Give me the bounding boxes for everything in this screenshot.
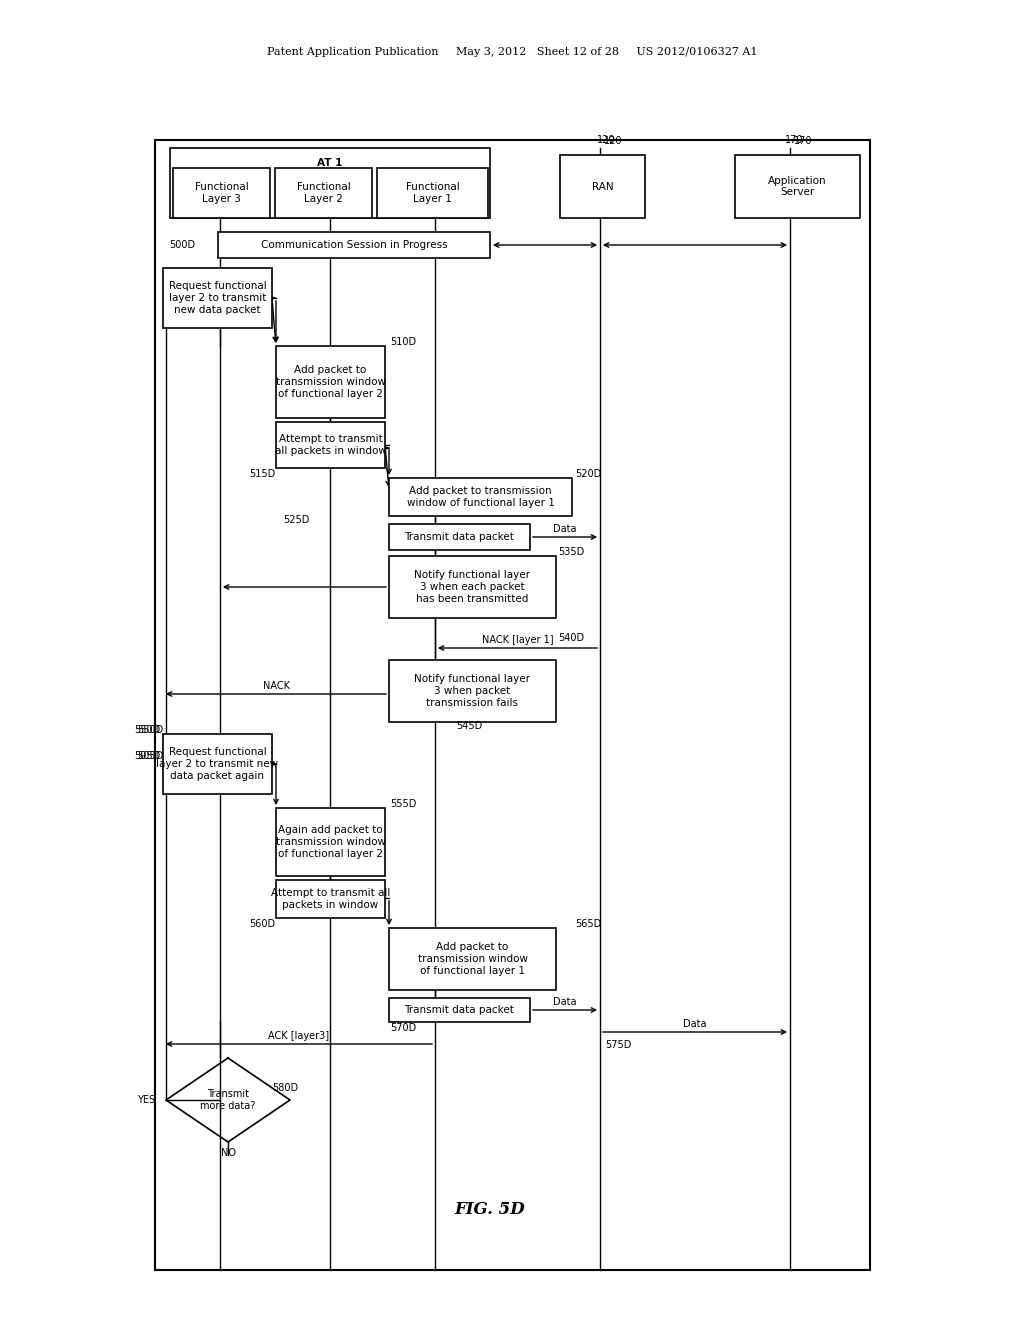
- FancyBboxPatch shape: [173, 168, 270, 218]
- FancyBboxPatch shape: [276, 422, 385, 469]
- Text: 120: 120: [604, 136, 623, 147]
- Text: 575D: 575D: [605, 1040, 632, 1049]
- Text: Patent Application Publication     May 3, 2012   Sheet 12 of 28     US 2012/0106: Patent Application Publication May 3, 20…: [266, 48, 758, 57]
- Text: 545D: 545D: [456, 721, 482, 731]
- FancyBboxPatch shape: [560, 154, 645, 218]
- Text: AT 1: AT 1: [317, 158, 343, 168]
- Text: 170: 170: [785, 135, 804, 145]
- Text: Request functional
layer 2 to transmit
new data packet: Request functional layer 2 to transmit n…: [169, 281, 266, 314]
- Text: Transmit
more data?: Transmit more data?: [201, 1089, 256, 1111]
- Text: 580D: 580D: [272, 1082, 298, 1093]
- Text: 520D: 520D: [575, 469, 601, 479]
- Text: Functional
Layer 3: Functional Layer 3: [195, 182, 249, 203]
- Text: Application
Server: Application Server: [768, 176, 826, 197]
- Text: Communication Session in Progress: Communication Session in Progress: [261, 240, 447, 249]
- Text: 510D: 510D: [390, 337, 416, 347]
- Text: Functional
Layer 2: Functional Layer 2: [297, 182, 350, 203]
- Text: Transmit data packet: Transmit data packet: [404, 532, 514, 543]
- Text: 525D: 525D: [284, 515, 310, 525]
- Text: Data: Data: [553, 997, 577, 1007]
- Text: Data: Data: [683, 1019, 707, 1030]
- FancyBboxPatch shape: [735, 154, 860, 218]
- Text: NACK [layer 1]: NACK [layer 1]: [481, 635, 553, 645]
- Text: FIG. 5D: FIG. 5D: [455, 1201, 525, 1218]
- Text: 120: 120: [597, 135, 615, 145]
- Text: RAN: RAN: [592, 181, 613, 191]
- FancyBboxPatch shape: [218, 232, 490, 257]
- FancyBboxPatch shape: [276, 808, 385, 876]
- Text: 560D: 560D: [249, 919, 275, 929]
- FancyBboxPatch shape: [163, 734, 272, 795]
- FancyBboxPatch shape: [276, 880, 385, 917]
- Text: Add packet to
transmission window
of functional layer 1: Add packet to transmission window of fun…: [418, 942, 527, 975]
- Text: 515D: 515D: [249, 469, 275, 479]
- Text: Add packet to
transmission window
of functional layer 2: Add packet to transmission window of fun…: [275, 366, 385, 399]
- FancyBboxPatch shape: [389, 478, 572, 516]
- Text: Again add packet to
transmission window
of functional layer 2: Again add packet to transmission window …: [275, 825, 385, 858]
- FancyBboxPatch shape: [389, 998, 530, 1022]
- Text: Notify functional layer
3 when packet
transmission fails: Notify functional layer 3 when packet tr…: [415, 675, 530, 708]
- Text: 170: 170: [794, 136, 812, 147]
- Text: Add packet to transmission
window of functional layer 1: Add packet to transmission window of fun…: [407, 486, 554, 508]
- Text: 535D: 535D: [558, 546, 585, 557]
- Text: Attempt to transmit
all packets in window: Attempt to transmit all packets in windo…: [274, 434, 386, 455]
- Text: 550D: 550D: [137, 725, 163, 735]
- FancyBboxPatch shape: [170, 148, 490, 218]
- Text: NACK: NACK: [262, 681, 290, 690]
- FancyBboxPatch shape: [389, 524, 530, 550]
- Text: Notify functional layer
3 when each packet
has been transmitted: Notify functional layer 3 when each pack…: [415, 570, 530, 603]
- Text: 565D: 565D: [575, 919, 601, 929]
- Text: Transmit data packet: Transmit data packet: [404, 1005, 514, 1015]
- Text: 500D: 500D: [169, 240, 195, 249]
- Text: Data: Data: [553, 524, 577, 535]
- FancyBboxPatch shape: [377, 168, 488, 218]
- Text: 555D: 555D: [390, 799, 417, 809]
- FancyBboxPatch shape: [389, 660, 556, 722]
- Text: YES: YES: [137, 1096, 155, 1105]
- Text: 505D: 505D: [137, 751, 163, 762]
- Text: 540D: 540D: [558, 634, 584, 643]
- Text: ACK [layer3]: ACK [layer3]: [268, 1031, 330, 1041]
- Text: 570D: 570D: [390, 1023, 416, 1034]
- Text: 505D: 505D: [134, 751, 160, 762]
- FancyBboxPatch shape: [389, 556, 556, 618]
- FancyBboxPatch shape: [163, 268, 272, 327]
- Text: Request functional
layer 2 to transmit new
data packet again: Request functional layer 2 to transmit n…: [157, 747, 279, 780]
- Text: 550D: 550D: [134, 725, 160, 735]
- Text: Functional
Layer 1: Functional Layer 1: [406, 182, 460, 203]
- Text: Attempt to transmit all
packets in window: Attempt to transmit all packets in windo…: [270, 888, 390, 909]
- FancyBboxPatch shape: [389, 928, 556, 990]
- FancyBboxPatch shape: [276, 346, 385, 418]
- FancyBboxPatch shape: [275, 168, 372, 218]
- Text: NO: NO: [220, 1148, 236, 1158]
